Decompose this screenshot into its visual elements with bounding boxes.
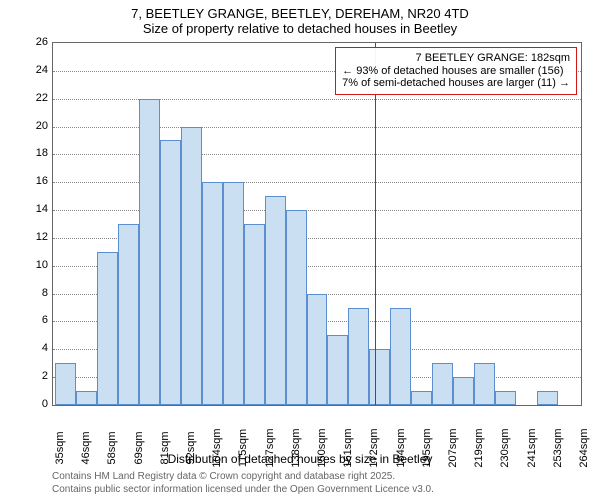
marker-line (375, 43, 376, 405)
x-axis-label: Distribution of detached houses by size … (0, 452, 600, 466)
histogram-bar (76, 391, 97, 405)
grid-line (53, 154, 581, 155)
y-tick-label: 18 (26, 147, 48, 159)
histogram-bar (118, 224, 139, 405)
callout-line2: ← 93% of detached houses are smaller (15… (342, 65, 570, 78)
grid-line (53, 182, 581, 183)
y-tick-label: 16 (26, 175, 48, 187)
histogram-bar (348, 308, 369, 405)
y-tick-label: 0 (26, 398, 48, 410)
histogram-bar (495, 391, 516, 405)
histogram-bar (202, 182, 223, 405)
histogram-bar (537, 391, 558, 405)
histogram-bar (181, 127, 202, 405)
histogram-bar (139, 99, 160, 405)
histogram-bar (160, 140, 181, 405)
histogram-bar (453, 377, 474, 405)
callout-line3: 7% of semi-detached houses are larger (1… (342, 77, 570, 90)
y-tick-label: 24 (26, 64, 48, 76)
y-tick-label: 14 (26, 203, 48, 215)
chart-root: 7, BEETLEY GRANGE, BEETLEY, DEREHAM, NR2… (0, 0, 600, 500)
footer-attribution: Contains HM Land Registry data © Crown c… (52, 471, 434, 496)
histogram-bar (474, 363, 495, 405)
plot-area: 7 BEETLEY GRANGE: 182sqm← 93% of detache… (52, 42, 582, 406)
footer-line1: Contains HM Land Registry data © Crown c… (52, 471, 434, 484)
histogram-bar (286, 210, 307, 405)
title-line1: 7, BEETLEY GRANGE, BEETLEY, DEREHAM, NR2… (0, 6, 600, 21)
callout-line1: 7 BEETLEY GRANGE: 182sqm (342, 52, 570, 65)
histogram-bar (223, 182, 244, 405)
histogram-bar (432, 363, 453, 405)
y-tick-label: 2 (26, 370, 48, 382)
histogram-bar (369, 349, 390, 405)
y-tick-label: 26 (26, 36, 48, 48)
y-tick-label: 22 (26, 92, 48, 104)
callout-box: 7 BEETLEY GRANGE: 182sqm← 93% of detache… (335, 47, 577, 95)
grid-line (53, 127, 581, 128)
histogram-bar (244, 224, 265, 405)
grid-line (53, 99, 581, 100)
y-tick-label: 20 (26, 120, 48, 132)
y-tick-label: 12 (26, 231, 48, 243)
histogram-bar (390, 308, 411, 405)
histogram-bar (265, 196, 286, 405)
histogram-bar (307, 294, 328, 405)
y-tick-label: 6 (26, 314, 48, 326)
histogram-bar (97, 252, 118, 405)
grid-line (53, 210, 581, 211)
title-line2: Size of property relative to detached ho… (0, 21, 600, 36)
histogram-bar (55, 363, 76, 405)
histogram-bar (411, 391, 432, 405)
y-tick-label: 4 (26, 342, 48, 354)
y-tick-label: 10 (26, 259, 48, 271)
title-block: 7, BEETLEY GRANGE, BEETLEY, DEREHAM, NR2… (0, 6, 600, 36)
footer-line2: Contains public sector information licen… (52, 484, 434, 497)
histogram-bar (327, 335, 348, 405)
y-tick-label: 8 (26, 287, 48, 299)
